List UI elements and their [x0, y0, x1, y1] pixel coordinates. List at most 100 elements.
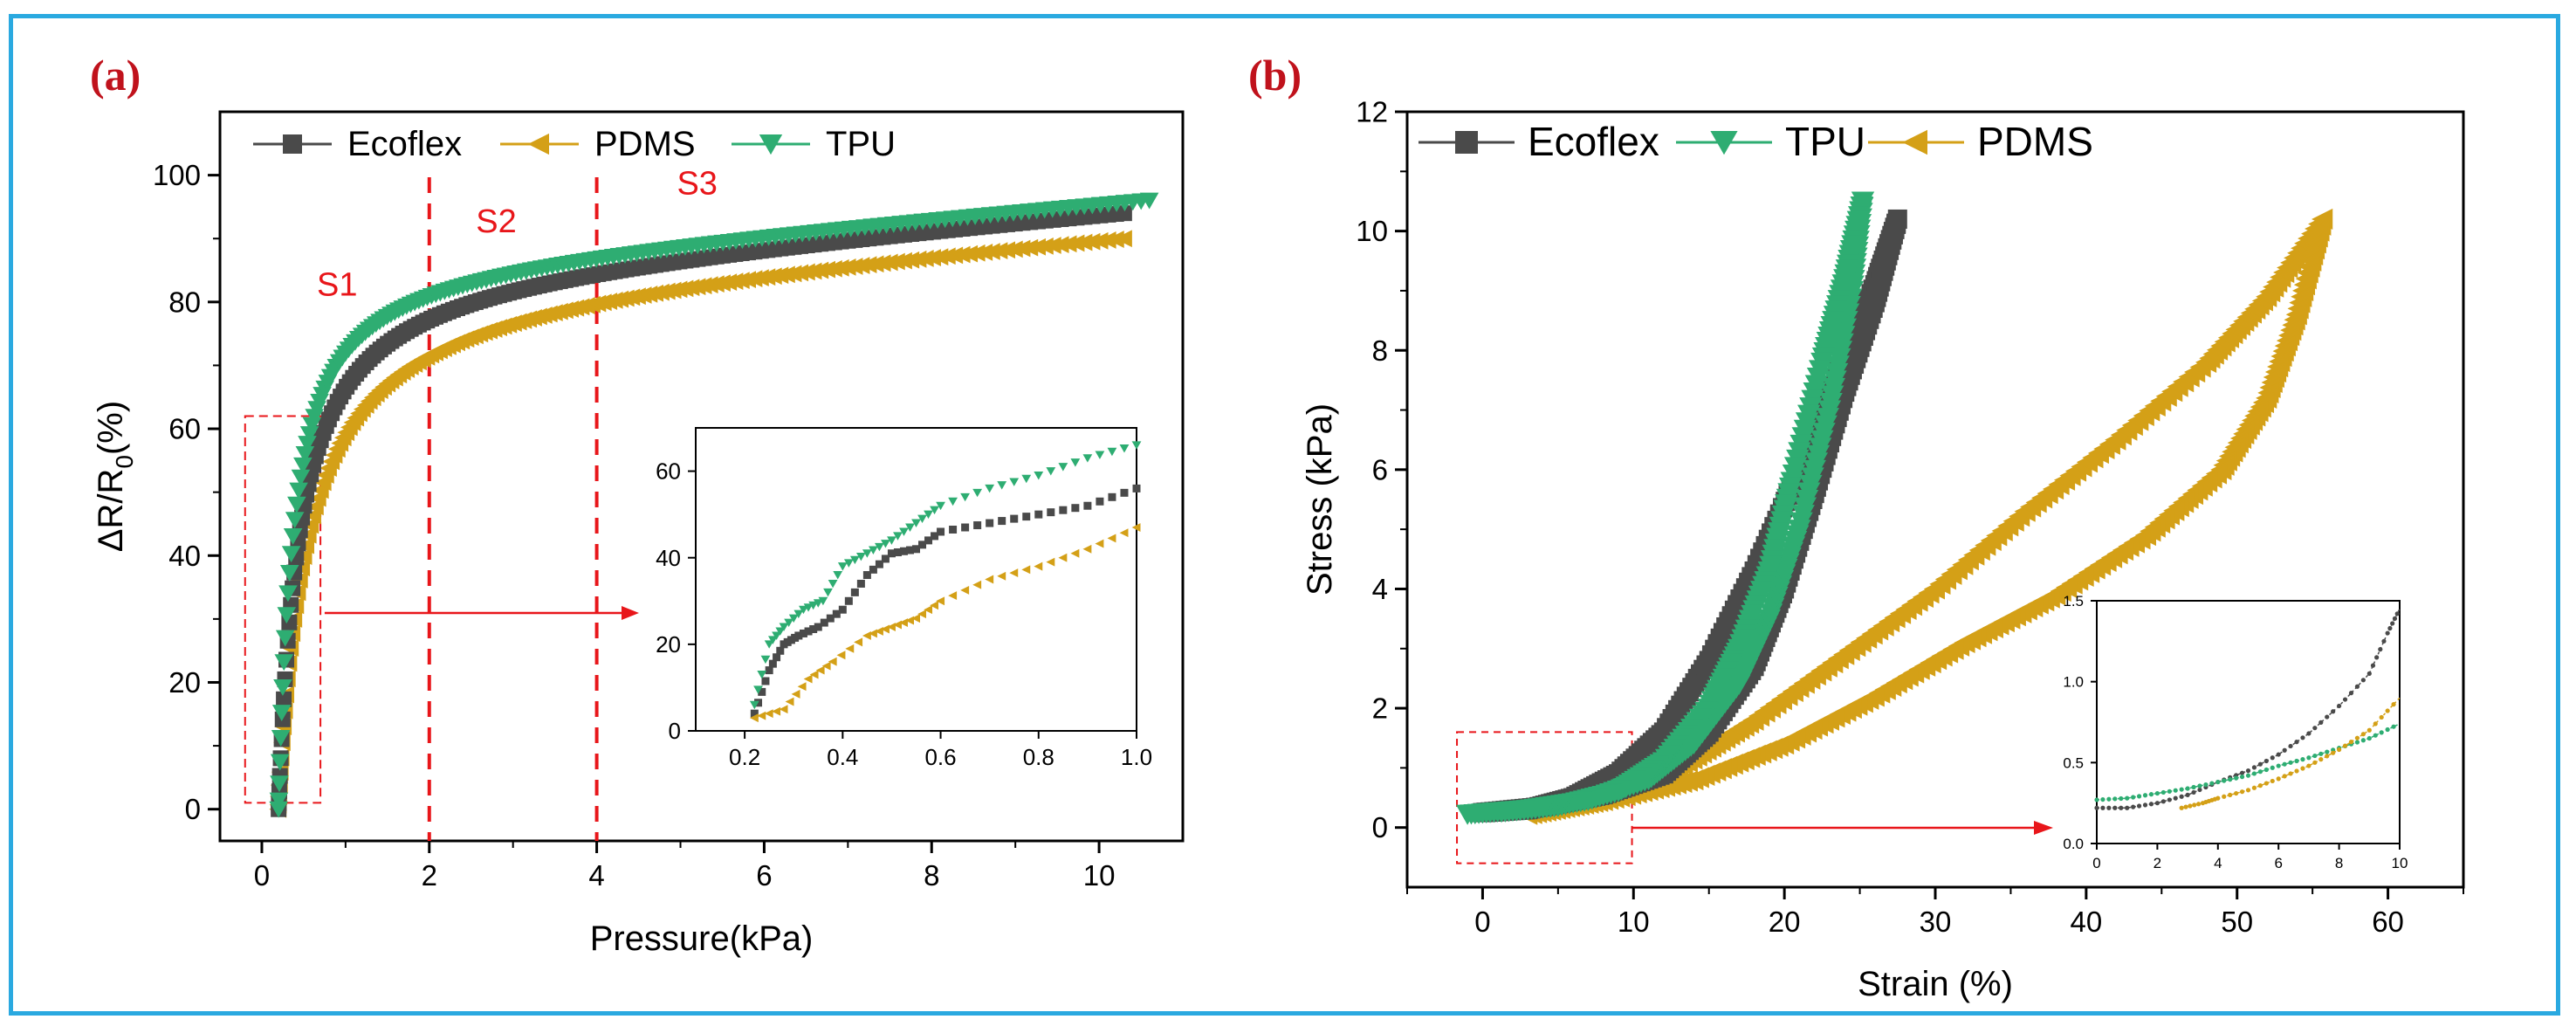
data-point-pdms: [1028, 238, 1046, 256]
inset-point-ecoflex: [2131, 804, 2136, 809]
inset-point-ecoflex: [1059, 506, 1068, 514]
inset-point-ecoflex: [832, 609, 841, 618]
chart-b-inset-xtick-label: 6: [2274, 855, 2282, 871]
data-point-pdms: [1059, 235, 1077, 253]
inset-point-tpu: [1021, 474, 1032, 484]
chart-a-xtick-label: 6: [756, 859, 772, 892]
data-point-pdms: [1098, 231, 1116, 249]
inset-point-tpu: [875, 542, 884, 552]
inset-point-ecoflex: [1034, 510, 1043, 519]
data-point-pdms: [1075, 233, 1093, 251]
inset-point-pdms: [809, 670, 819, 679]
data-point-pdms: [880, 253, 898, 272]
inset-point-tpu: [2318, 751, 2324, 756]
inset-point-tpu: [2234, 775, 2239, 781]
legend-marker-pdms: [527, 133, 549, 155]
legend-marker-ecoflex: [1455, 131, 1478, 154]
inset-point-pdms: [836, 651, 846, 660]
inset-point-tpu: [2366, 735, 2372, 741]
inset-line-pdms: [2181, 697, 2401, 809]
chart-b-xtick-label: 30: [1920, 906, 1952, 938]
chart-b-ytick-label: 6: [1372, 453, 1388, 486]
inset-background: [2097, 601, 2400, 844]
inset-point-tpu: [779, 623, 789, 631]
inset-point-tpu: [2288, 760, 2293, 765]
data-point-pdms: [924, 249, 941, 266]
inset-point-tpu: [2160, 789, 2166, 795]
data-point-tpu: [269, 792, 289, 809]
inset-point-ecoflex: [826, 614, 835, 623]
inset-point-ecoflex: [869, 565, 877, 574]
chart-a-ytick-label: 40: [168, 540, 201, 572]
inset-point-tpu: [772, 631, 781, 640]
data-point-pdms: [887, 252, 905, 271]
inset-point-ecoflex: [998, 517, 1006, 526]
inset-point-ecoflex: [875, 560, 883, 568]
inset-point-pdms: [757, 711, 766, 720]
inset-point-ecoflex: [924, 536, 933, 545]
data-point-tpu: [1489, 802, 1514, 823]
inset-point-ecoflex: [1022, 513, 1031, 521]
inset-point-tpu: [849, 555, 860, 565]
data-point-pdms: [1020, 238, 1039, 257]
inset-point-pdms: [2228, 792, 2233, 798]
inset-point-pdms: [997, 571, 1006, 581]
chart-a: (a)0 2 4 6 8 10020406080100Pressure(kPa)ΔR/R0…: [90, 51, 1185, 958]
data-point-tpu: [1139, 192, 1159, 210]
data-point-pdms: [873, 254, 891, 272]
chart-b-ytick-label: 0: [1372, 811, 1388, 844]
inset-point-tpu: [2294, 758, 2299, 764]
inset-point-ecoflex: [905, 546, 914, 554]
inset-line-ecoflex: [2097, 608, 2401, 809]
inset-point-tpu: [2282, 761, 2287, 767]
chart-b-xtick-label: 20: [1769, 906, 1801, 938]
inset-point-tpu: [753, 685, 763, 694]
inset-point-pdms: [821, 661, 831, 671]
data-point-tpu: [283, 528, 303, 545]
inset-point-pdms: [2183, 804, 2188, 809]
legend-label: TPU: [1785, 119, 1865, 164]
chart-a-xtick-label: 0: [254, 859, 270, 892]
chart-b-ytick-label: 10: [1356, 215, 1388, 247]
data-point-tpu: [274, 654, 294, 671]
data-point-pdms: [1013, 239, 1031, 258]
inset-point-tpu: [2257, 769, 2263, 775]
chart-b-xlabel: Strain (%): [1858, 965, 2013, 1003]
chart-a-ytick-label: 0: [185, 793, 201, 825]
chart-a-inset-xtick-label: 0.4: [827, 744, 858, 770]
inset-point-ecoflex: [1010, 514, 1019, 523]
inset-point-tpu: [2222, 778, 2227, 783]
inset-point-pdms: [749, 713, 759, 723]
inset-point-ecoflex: [776, 646, 785, 655]
inset-point-tpu: [1131, 441, 1142, 450]
inset-point-ecoflex: [768, 659, 777, 668]
data-point-tpu: [271, 705, 292, 722]
data-point-pdms: [1082, 232, 1101, 251]
chart-a-inset-xtick-label: 0.6: [924, 744, 956, 770]
data-point-tpu: [269, 801, 288, 818]
data-point-pdms: [916, 250, 934, 267]
inset-point-ecoflex: [2154, 801, 2160, 806]
inset-point-ecoflex: [1108, 492, 1116, 501]
inset-point-tpu: [1070, 458, 1081, 467]
inset-point-tpu: [843, 559, 854, 568]
inset-point-pdms: [2263, 781, 2269, 786]
inset-point-pdms: [917, 609, 927, 619]
inset-point-pdms: [924, 605, 933, 615]
chart-b-ytick-label: 12: [1356, 96, 1388, 128]
inset-point-pdms: [948, 591, 958, 601]
chart-a-ylabel: ΔR/R0(%): [92, 401, 138, 552]
inset-point-ecoflex: [1071, 504, 1080, 513]
inset-point-tpu: [793, 609, 804, 619]
inset-point-pdms: [803, 674, 813, 684]
inset-point-ecoflex: [820, 618, 828, 627]
inset-point-pdms: [972, 580, 982, 589]
inset-point-tpu: [1107, 447, 1117, 457]
chart-b-inset-xtick-label: 8: [2335, 855, 2343, 871]
inset-point-tpu: [2167, 789, 2172, 794]
inset-point-tpu: [924, 510, 933, 520]
inset-point-tpu: [936, 501, 945, 511]
legend-label: PDMS: [594, 125, 696, 163]
